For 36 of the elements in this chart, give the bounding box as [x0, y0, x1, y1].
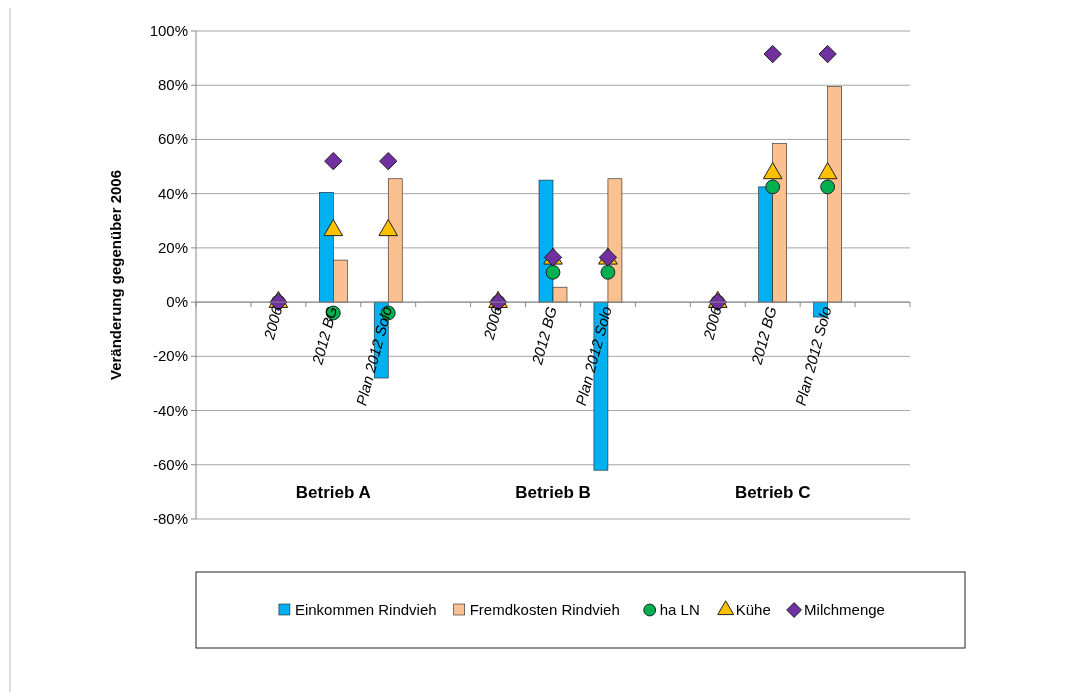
- x-tick-label: 2012 BG: [527, 304, 560, 368]
- x-tick-label: 2006: [479, 303, 506, 343]
- point: [379, 151, 398, 171]
- x-tick-label: Plan 2012 Solo: [352, 304, 396, 408]
- y-tick-label: 100%: [149, 22, 188, 39]
- y-tick-label: 60%: [157, 130, 188, 148]
- point: [818, 44, 837, 64]
- x-tick-label: 2006: [259, 303, 286, 343]
- y-tick-label: 0%: [166, 293, 188, 311]
- legend-label: Kühe: [735, 601, 771, 618]
- x-tick-label: 2012 BG: [308, 304, 341, 368]
- legend-label: Einkommen Rindvieh: [294, 601, 437, 618]
- y-axis-title: Veränderung gegenüber 2006: [107, 169, 124, 381]
- y-tick-label: -20%: [152, 347, 188, 365]
- point: [600, 264, 616, 280]
- x-tick-label: 2006: [699, 303, 725, 343]
- legend-label: Milchmenge: [804, 601, 885, 618]
- y-tick-label: -80%: [152, 510, 188, 527]
- point: [820, 179, 836, 195]
- annotation: Betrieb C: [734, 482, 811, 502]
- y-tick-label: -60%: [152, 455, 188, 473]
- legend-label: ha LN: [659, 601, 700, 618]
- x-tick-label: 2012 BG: [747, 304, 780, 368]
- point: [545, 264, 561, 280]
- y-tick-label: 40%: [157, 184, 188, 202]
- point: [763, 44, 782, 64]
- y-tick-label: 80%: [157, 76, 188, 94]
- y-tick-label: -40%: [152, 401, 188, 419]
- point: [324, 151, 343, 171]
- y-tick-label: 20%: [157, 238, 188, 256]
- x-tick-label: Plan 2012 Solo: [791, 304, 835, 408]
- point: [765, 179, 781, 195]
- annotation: Betrieb B: [515, 482, 591, 502]
- legend-label: Fremdkosten Rindvieh: [469, 601, 620, 618]
- x-tick-label: Plan 2012 Solo: [572, 304, 615, 408]
- annotation: Betrieb A: [295, 482, 371, 502]
